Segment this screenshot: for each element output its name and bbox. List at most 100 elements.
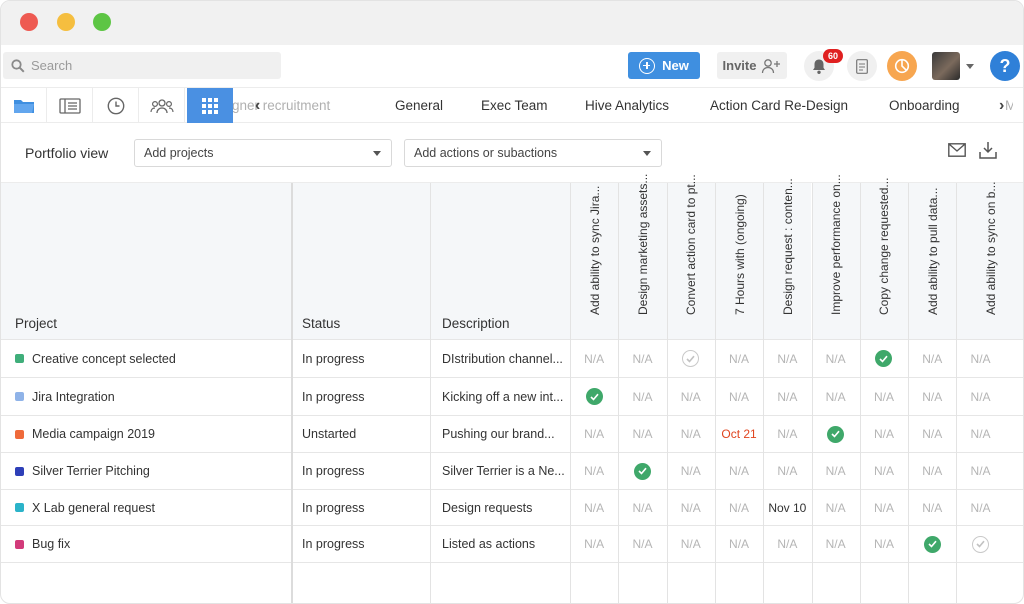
project-cell[interactable]: X Lab general request [1, 490, 291, 525]
action-status-cell[interactable] [860, 340, 908, 377]
invite-button[interactable]: Invite [717, 52, 787, 79]
not-applicable-cell[interactable]: N/A [680, 427, 701, 441]
description-cell[interactable]: Listed as actions [442, 537, 536, 551]
action-column-header[interactable]: Improve performance on... [811, 174, 860, 340]
analytics-button[interactable] [887, 51, 917, 81]
view-portfolio[interactable] [187, 88, 233, 123]
status-cell[interactable]: In progress [302, 537, 365, 551]
not-applicable-cell[interactable]: N/A [729, 537, 750, 551]
not-applicable-cell[interactable]: N/A [922, 464, 943, 478]
action-column-header[interactable]: Add ability to pull data... [908, 183, 957, 340]
not-applicable-cell[interactable]: N/A [825, 464, 846, 478]
tab-general[interactable]: General [395, 98, 444, 113]
description-cell[interactable]: Kicking off a new int... [442, 389, 564, 404]
new-button[interactable]: New [628, 52, 700, 79]
table-row[interactable]: Media campaign 2019 Unstarted Pushing our … [1, 416, 1023, 453]
table-row[interactable]: Bug fix In progress Listed as actions N/A N/… [1, 526, 1023, 563]
not-applicable-cell[interactable]: N/A [777, 537, 798, 551]
chevron-right-icon[interactable]: › [999, 97, 1005, 114]
add-actions-select[interactable]: Add actions or subactions [404, 139, 662, 167]
description-cell[interactable]: DIstribution channel... [442, 351, 563, 366]
due-date-cell[interactable]: Nov 10 [768, 500, 807, 515]
not-applicable-cell[interactable]: N/A [777, 351, 798, 366]
not-applicable-cell[interactable]: N/A [873, 464, 894, 478]
status-cell[interactable]: In progress [302, 351, 365, 366]
not-applicable-cell[interactable]: N/A [825, 500, 846, 515]
table-row[interactable]: Creative concept selected In progress DIst… [1, 340, 1023, 378]
not-applicable-cell[interactable]: N/A [777, 389, 798, 404]
tab-hive-analytics[interactable]: Hive Analytics [585, 98, 670, 113]
not-applicable-cell[interactable]: N/A [970, 427, 991, 441]
not-applicable-cell[interactable]: N/A [729, 500, 750, 515]
not-applicable-cell[interactable]: N/A [632, 500, 653, 515]
project-cell[interactable]: Jira Integration [1, 378, 291, 415]
project-cell[interactable]: Creative concept selected [1, 340, 291, 377]
not-applicable-cell[interactable]: N/A [632, 389, 653, 404]
status-cell[interactable]: In progress [302, 500, 365, 515]
tab-onboarding[interactable]: Onboarding [889, 98, 960, 113]
chevron-down-icon[interactable] [966, 64, 974, 69]
action-column-header[interactable]: 7 Hours with (ongoing) [714, 183, 764, 340]
tab-designer-recruitment[interactable]: Designer recruitment [233, 98, 331, 113]
action-status-cell[interactable] [812, 416, 860, 452]
not-applicable-cell[interactable]: N/A [584, 500, 605, 515]
not-applicable-cell[interactable]: N/A [970, 500, 991, 515]
action-column-header[interactable]: Design marketing assets... [618, 174, 667, 340]
table-row[interactable]: Silver Terrier Pitching In progress Silver… [1, 453, 1023, 490]
not-applicable-cell[interactable]: N/A [680, 464, 701, 478]
action-status-cell[interactable] [570, 378, 618, 415]
checkmark-complete-icon[interactable] [585, 388, 603, 405]
not-applicable-cell[interactable]: N/A [922, 389, 943, 404]
not-applicable-cell[interactable]: N/A [680, 500, 701, 515]
search-input[interactable]: Search [3, 52, 281, 79]
not-applicable-cell[interactable]: N/A [632, 537, 653, 551]
not-applicable-cell[interactable]: N/A [873, 537, 894, 551]
status-cell[interactable]: Unstarted [302, 427, 357, 441]
not-applicable-cell[interactable]: N/A [970, 389, 991, 404]
not-applicable-cell[interactable]: N/A [873, 389, 894, 404]
action-status-cell[interactable] [618, 453, 666, 489]
view-timeline[interactable] [93, 88, 139, 123]
not-applicable-cell[interactable]: N/A [729, 389, 750, 404]
project-cell[interactable]: Media campaign 2019 [1, 416, 291, 452]
not-applicable-cell[interactable]: N/A [632, 351, 653, 366]
download-icon[interactable] [979, 141, 997, 159]
not-applicable-cell[interactable]: N/A [680, 389, 701, 404]
project-cell[interactable]: Silver Terrier Pitching [1, 453, 291, 489]
close-window-button[interactable] [20, 13, 38, 31]
view-folder[interactable] [1, 88, 47, 123]
description-cell[interactable]: Silver Terrier is a Ne... [442, 464, 565, 478]
action-column-header[interactable]: Design request : conten... [763, 178, 812, 340]
action-column-header[interactable]: Convert action card to pt... [666, 174, 715, 340]
description-cell[interactable]: Pushing our brand... [442, 427, 555, 441]
not-applicable-cell[interactable]: N/A [729, 464, 750, 478]
not-applicable-cell[interactable]: N/A [584, 351, 605, 366]
checkmark-complete-icon[interactable] [633, 462, 651, 480]
tab-mobile[interactable]: Mobi [1005, 98, 1013, 113]
not-applicable-cell[interactable]: N/A [873, 500, 894, 515]
not-applicable-cell[interactable]: N/A [777, 427, 798, 441]
due-date-cell[interactable]: Oct 21 [721, 427, 757, 441]
tab-action-card-redesign[interactable]: Action Card Re-Design [710, 98, 849, 113]
maximize-window-button[interactable] [93, 13, 111, 31]
not-applicable-cell[interactable]: N/A [825, 537, 846, 551]
not-applicable-cell[interactable]: N/A [922, 351, 943, 366]
checkmark-complete-icon[interactable] [827, 425, 845, 443]
checkmark-pending-icon[interactable] [682, 350, 700, 367]
add-projects-select[interactable]: Add projects [134, 139, 392, 167]
minimize-window-button[interactable] [57, 13, 75, 31]
not-applicable-cell[interactable]: N/A [970, 464, 991, 478]
not-applicable-cell[interactable]: N/A [825, 389, 846, 404]
tab-exec-team[interactable]: Exec Team [481, 98, 548, 113]
not-applicable-cell[interactable]: N/A [922, 500, 943, 515]
status-cell[interactable]: In progress [302, 389, 365, 404]
chevron-left-icon[interactable]: ‹ [255, 97, 261, 114]
not-applicable-cell[interactable]: N/A [680, 537, 701, 551]
not-applicable-cell[interactable]: N/A [970, 351, 991, 366]
not-applicable-cell[interactable]: N/A [584, 427, 605, 441]
email-icon[interactable] [948, 143, 966, 157]
not-applicable-cell[interactable]: N/A [777, 464, 798, 478]
not-applicable-cell[interactable]: N/A [825, 351, 846, 366]
action-column-header[interactable]: Add ability to sync Jira... [570, 183, 619, 340]
action-status-cell[interactable] [908, 526, 956, 562]
